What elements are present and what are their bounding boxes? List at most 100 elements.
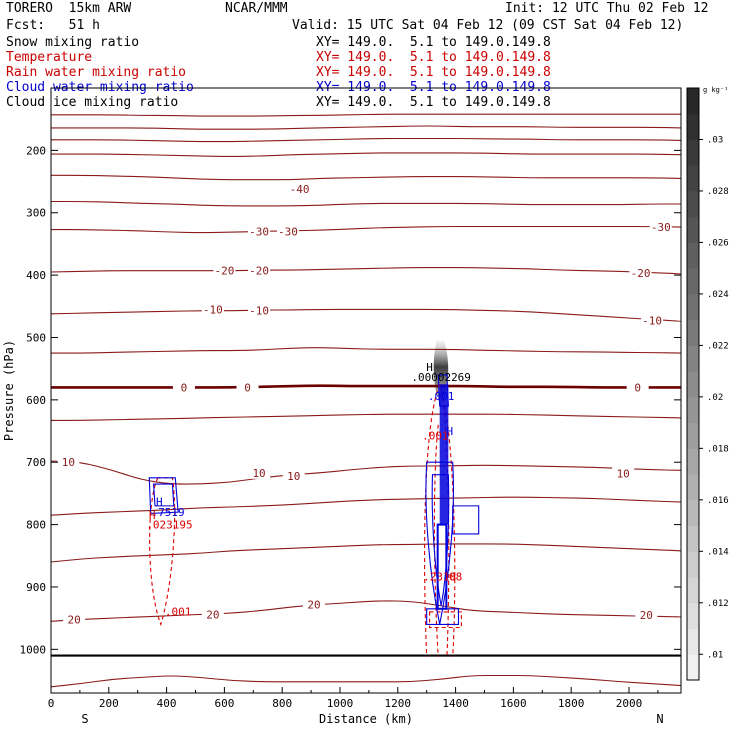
temperature-contour — [51, 347, 682, 354]
forecast-hour: Fcst: 51 h — [6, 18, 100, 33]
field-xy-snow: XY= 149.0. 5.1 to 149.0.149.8 — [316, 35, 551, 50]
colorbar-swatch — [687, 422, 699, 449]
colorbar-swatch — [687, 113, 699, 140]
field-xy-rain: XY= 149.0. 5.1 to 149.0.149.8 — [316, 65, 551, 80]
temperature-label: -20 — [249, 265, 269, 278]
colorbar-label: .02 — [707, 393, 723, 403]
x-axis-label: Distance (km) — [319, 712, 413, 726]
colorbar-label: .018 — [707, 444, 729, 454]
temperature-label: -30 — [651, 221, 671, 234]
temperature-contour — [50, 267, 682, 275]
temperature-label-bg — [629, 267, 652, 280]
colorbar-swatch — [687, 396, 699, 424]
temperature-contour — [50, 308, 682, 322]
temperature-label: -20 — [214, 265, 234, 278]
temperature-label-bg — [213, 264, 236, 277]
field-name-rain: Rain water mixing ratio — [6, 65, 187, 80]
contour-annotation: 08 — [449, 570, 462, 583]
temperature-label: 0 — [244, 381, 251, 394]
temperature-contour — [51, 137, 682, 143]
temperature-label-bg — [276, 225, 299, 238]
x-tick-label: 1400 — [442, 697, 469, 710]
y-tick-label: 900 — [26, 581, 46, 594]
temperature-label: 20 — [206, 608, 219, 621]
contour-annotation: .00002269 — [411, 371, 471, 384]
temperature-contour — [50, 496, 682, 516]
cloud-water-contour — [148, 477, 179, 514]
cloud-water-contour — [426, 608, 460, 625]
colorbar-swatch — [687, 602, 699, 630]
cloud-water-core — [439, 384, 449, 525]
temperature-contour — [50, 460, 682, 485]
temperature-label-bg — [57, 456, 80, 469]
contour-annotation: .001 — [428, 390, 455, 403]
colorbar-swatch — [687, 499, 699, 527]
temperature-contour — [51, 384, 681, 389]
colorbar-swatch — [687, 165, 699, 192]
field-xy-temperature: XY= 149.0. 5.1 to 149.0.149.8 — [316, 50, 551, 65]
colorbar-swatch — [687, 216, 699, 243]
rain-water-contour — [433, 424, 439, 657]
temperature-contour — [50, 113, 681, 117]
temperature-label: -40 — [290, 183, 310, 196]
contour-annotation: .001 — [422, 429, 449, 442]
colorbar-swatch — [687, 293, 699, 321]
x-tick-label: 600 — [214, 697, 234, 710]
contour-annotation: H — [446, 425, 453, 438]
contour-annotation: H — [426, 361, 433, 374]
y-tick-label: 300 — [26, 207, 46, 220]
temperature-contour — [50, 600, 682, 622]
temperature-label: -20 — [631, 267, 651, 280]
contour-annotation: .7519 — [151, 506, 184, 519]
colorbar-swatch — [687, 525, 699, 552]
field-name-temperature: Temperature — [6, 50, 93, 65]
colorbar-swatch — [687, 448, 699, 475]
temperature-label: -30 — [278, 225, 298, 238]
y-tick-label: 400 — [26, 269, 46, 282]
north-end-label: N — [656, 712, 663, 726]
temperature-label: -30 — [249, 225, 269, 238]
colorbar-swatch — [687, 242, 699, 269]
y-tick-label: 700 — [26, 456, 46, 469]
temperature-label: 10 — [287, 470, 300, 483]
temperature-label: -10 — [249, 305, 269, 318]
temperature-label-bg — [201, 608, 224, 621]
rain-water-contour — [149, 477, 176, 627]
valid-time: Valid: 15 UTC Sat 04 Feb 12 (09 CST Sat … — [292, 18, 684, 33]
temperature-label-bg — [172, 381, 195, 394]
temperature-label-bg — [201, 303, 224, 316]
y-tick-label: 1000 — [20, 643, 47, 656]
x-tick-label: 2000 — [616, 697, 643, 710]
colorbar-label: .028 — [707, 187, 729, 197]
contour-annotation: H — [149, 509, 156, 522]
plot-frame — [50, 87, 682, 694]
y-tick-label: 600 — [26, 394, 46, 407]
colorbar-swatch — [687, 319, 699, 346]
y-tick-label: 500 — [26, 331, 46, 344]
temperature-label: 20 — [67, 613, 80, 626]
temperature-contour — [51, 200, 681, 207]
colorbar-label: .024 — [707, 290, 729, 300]
temperature-label-bg — [612, 467, 635, 480]
colorbar-label: .016 — [707, 496, 729, 506]
x-tick-label: 1200 — [385, 697, 412, 710]
colorbar-swatch — [687, 654, 699, 681]
temperature-label-bg — [626, 381, 649, 394]
temperature-label-bg — [649, 221, 672, 234]
south-end-label: S — [81, 712, 88, 726]
temperature-label: 0 — [634, 381, 641, 394]
colorbar-unit: g kg⁻¹ — [703, 86, 728, 94]
x-tick-label: 800 — [272, 697, 292, 710]
temperature-contour — [50, 543, 682, 563]
temperature-label-bg — [282, 469, 305, 482]
field-name-snow: Snow mixing ratio — [6, 35, 140, 50]
temperature-label-bg — [635, 609, 658, 622]
colorbar-swatch — [687, 268, 699, 295]
temperature-label-bg — [63, 613, 86, 626]
temperature-label-bg — [641, 314, 664, 327]
x-tick-label: 200 — [99, 697, 119, 710]
colorbar-swatch — [687, 345, 699, 372]
temperature-label: 20 — [307, 598, 320, 611]
center-label: NCAR/MMM — [225, 1, 288, 16]
colorbar-swatch — [687, 577, 699, 604]
